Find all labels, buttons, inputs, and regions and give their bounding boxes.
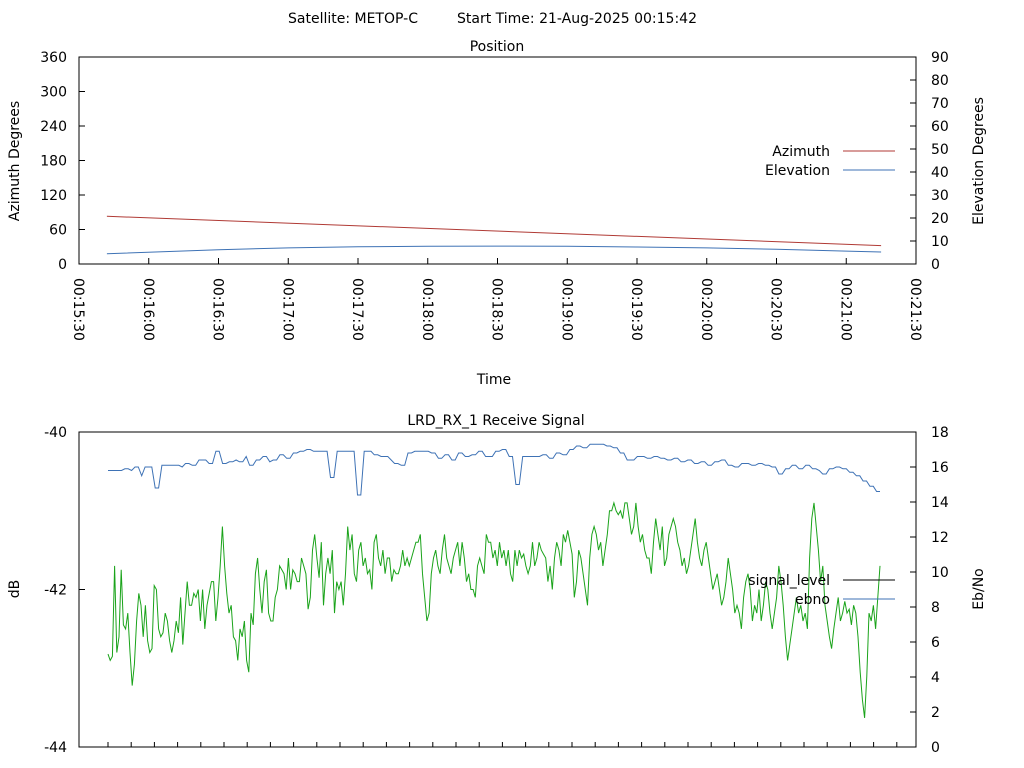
elevation-tick-label: 70 <box>931 96 949 112</box>
time-tick-label: 00:17:00 <box>279 278 295 341</box>
signal-db-axis: -44 -42 -40 <box>44 425 85 756</box>
azimuth-tick-label: 60 <box>49 223 67 239</box>
elevation-tick-label: 50 <box>931 142 949 158</box>
signal-series-line <box>107 501 881 718</box>
signal-time-axis <box>107 742 898 747</box>
position-time-axis: 00:15:30 00:16:00 00:16:30 00:17:00 00:17:30… <box>70 258 923 341</box>
ebno-tick-label: 14 <box>931 495 949 511</box>
position-azimuth-axis: 0 60 120 180 240 300 360 <box>40 50 85 273</box>
time-axis-label: Time <box>476 372 511 388</box>
azimuth-tick-label: 120 <box>40 188 67 204</box>
azimuth-tick-label: 180 <box>40 154 67 170</box>
signal-chart: LRD_RX_1 Receive Signal -44 -42 -40 0 2 4 6 8 1… <box>7 413 987 756</box>
legend-azimuth-label: Azimuth <box>772 144 830 160</box>
azimuth-tick-label: 360 <box>40 50 67 66</box>
time-tick-label: 00:18:00 <box>419 278 435 341</box>
ebno-tick-label: 2 <box>931 705 940 721</box>
time-tick-label: 00:21:30 <box>907 278 923 341</box>
db-axis-label: dB <box>7 580 23 599</box>
db-tick-label: -44 <box>44 740 67 756</box>
elevation-tick-label: 40 <box>931 165 949 181</box>
position-plot-frame <box>78 56 917 265</box>
elevation-tick-label: 10 <box>931 234 949 250</box>
ebno-tick-label: 18 <box>931 425 949 441</box>
legend-signal-level-label: signal_level <box>748 573 830 589</box>
elevation-tick-label: 90 <box>931 50 949 66</box>
ebno-series-line <box>108 443 880 496</box>
time-tick-label: 00:16:00 <box>140 278 156 341</box>
position-title: Position <box>470 39 525 55</box>
time-tick-label: 00:17:30 <box>349 278 365 341</box>
elevation-tick-label: 0 <box>931 257 940 273</box>
azimuth-tick-label: 0 <box>58 257 67 273</box>
legend-elevation-label: Elevation <box>765 163 830 179</box>
ebno-tick-label: 10 <box>931 565 949 581</box>
satellite-label: Satellite: METOP-C <box>288 11 418 27</box>
signal-plot-frame <box>78 431 917 748</box>
start-time-label: Start Time: 21-Aug-2025 00:15:42 <box>457 11 697 27</box>
time-tick-label: 00:19:30 <box>628 278 644 341</box>
ebno-tick-label: 16 <box>931 460 949 476</box>
elevation-tick-label: 60 <box>931 119 949 135</box>
legend-ebno-label: ebno <box>795 592 830 608</box>
time-tick-label: 00:20:00 <box>698 278 714 341</box>
elevation-axis-label: Elevation Degrees <box>971 97 987 225</box>
time-tick-label: 00:20:30 <box>768 278 784 341</box>
azimuth-tick-label: 300 <box>40 85 67 101</box>
position-chart: Position 0 60 120 180 240 300 360 0 10 20 30 40 50 6… <box>7 39 987 388</box>
signal-title: LRD_RX_1 Receive Signal <box>407 413 584 429</box>
ebno-tick-label: 8 <box>931 600 940 616</box>
position-elevation-axis: 0 10 20 30 40 50 60 70 80 90 <box>910 50 949 273</box>
elevation-series-line <box>106 245 882 255</box>
elevation-tick-label: 20 <box>931 211 949 227</box>
time-tick-label: 00:19:00 <box>558 278 574 341</box>
ebno-axis-label: Eb/No <box>971 568 987 610</box>
azimuth-series-line <box>106 215 882 247</box>
azimuth-axis-label: Azimuth Degrees <box>7 101 23 221</box>
ebno-tick-label: 4 <box>931 670 940 686</box>
time-tick-label: 00:15:30 <box>70 278 86 341</box>
elevation-tick-label: 30 <box>931 188 949 204</box>
ebno-tick-label: 6 <box>931 635 940 651</box>
time-tick-label: 00:21:00 <box>837 278 853 341</box>
db-tick-label: -40 <box>44 425 67 441</box>
ebno-tick-label: 12 <box>931 530 949 546</box>
db-tick-label: -42 <box>44 583 67 599</box>
time-tick-label: 00:18:30 <box>489 278 505 341</box>
ebno-tick-label: 0 <box>931 740 940 756</box>
azimuth-tick-label: 240 <box>40 119 67 135</box>
signal-ebno-axis: 0 2 4 6 8 10 12 14 16 18 <box>910 425 949 756</box>
elevation-tick-label: 80 <box>931 73 949 89</box>
time-tick-label: 00:16:30 <box>210 278 226 341</box>
